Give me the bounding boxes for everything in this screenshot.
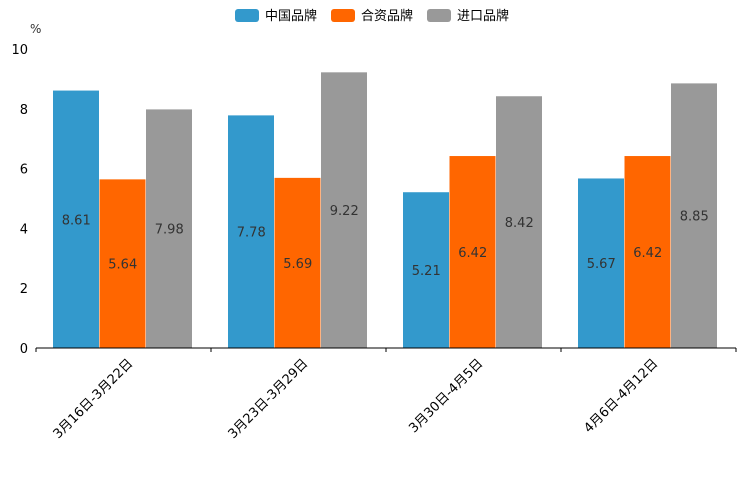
bar-value-label: 9.22 — [330, 204, 359, 219]
bar-value-label: 8.61 — [62, 213, 91, 228]
bar[interactable] — [671, 83, 717, 348]
legend-swatch — [331, 9, 355, 22]
bar-value-label: 8.85 — [680, 210, 709, 225]
bar-value-label: 8.42 — [505, 216, 534, 231]
bar[interactable] — [53, 90, 99, 348]
legend-label: 中国品牌 — [265, 8, 317, 24]
y-tick-label: 10 — [11, 43, 28, 58]
bar-value-label: 6.42 — [458, 246, 487, 261]
x-tick-label: 3月16日-3月22日 — [51, 356, 137, 442]
y-tick-label: 6 — [20, 163, 28, 178]
bars — [53, 72, 717, 349]
bar[interactable] — [274, 177, 321, 348]
bar-value-label: 5.21 — [412, 264, 441, 279]
bar[interactable] — [496, 96, 542, 348]
bar[interactable] — [403, 192, 449, 348]
bar-value-label: 5.69 — [283, 257, 312, 272]
bar-value-label: 5.64 — [108, 258, 137, 273]
bar[interactable] — [578, 178, 624, 348]
y-tick-label: 8 — [20, 103, 28, 118]
x-axis-ticks: 3月16日-3月22日 3月23日-3月29日 3月30日-4月5日 4月6日-4月1… — [35, 348, 737, 442]
bar-value-label: 7.78 — [237, 226, 266, 241]
legend-swatch — [235, 9, 259, 22]
y-axis-ticks: 0 2 4 6 8 10 — [11, 43, 28, 357]
legend-item[interactable]: 中国品牌 — [235, 8, 317, 24]
bar[interactable] — [449, 156, 496, 348]
legend-swatch — [427, 9, 451, 22]
x-tick-label: 4月6日-4月12日 — [581, 356, 661, 436]
y-tick-label: 0 — [20, 342, 28, 357]
legend-item[interactable]: 合资品牌 — [331, 8, 413, 24]
legend-item[interactable]: 进口品牌 — [427, 8, 509, 24]
bar[interactable] — [321, 72, 367, 349]
bar-value-labels: 8.61 5.64 7.98 7.78 5.69 9.22 5.21 6.42 8.42 5.67… — [62, 204, 709, 279]
y-tick-label: 2 — [20, 282, 28, 297]
y-tick-label: 4 — [20, 222, 28, 237]
bar-value-label: 6.42 — [633, 246, 662, 261]
bar[interactable] — [146, 109, 192, 348]
legend: 中国品牌 合资品牌 进口品牌 — [235, 8, 509, 24]
bar[interactable] — [624, 156, 671, 348]
x-tick-label: 3月23日-3月29日 — [226, 356, 312, 442]
bar[interactable] — [99, 179, 146, 348]
x-tick-label: 3月30日-4月5日 — [406, 356, 486, 436]
legend-label: 合资品牌 — [361, 8, 413, 24]
bar[interactable] — [228, 115, 274, 349]
legend-label: 进口品牌 — [457, 8, 509, 24]
bar-value-label: 5.67 — [587, 257, 616, 272]
bar-value-label: 7.98 — [155, 223, 184, 238]
y-axis-unit-label: % — [30, 22, 41, 36]
